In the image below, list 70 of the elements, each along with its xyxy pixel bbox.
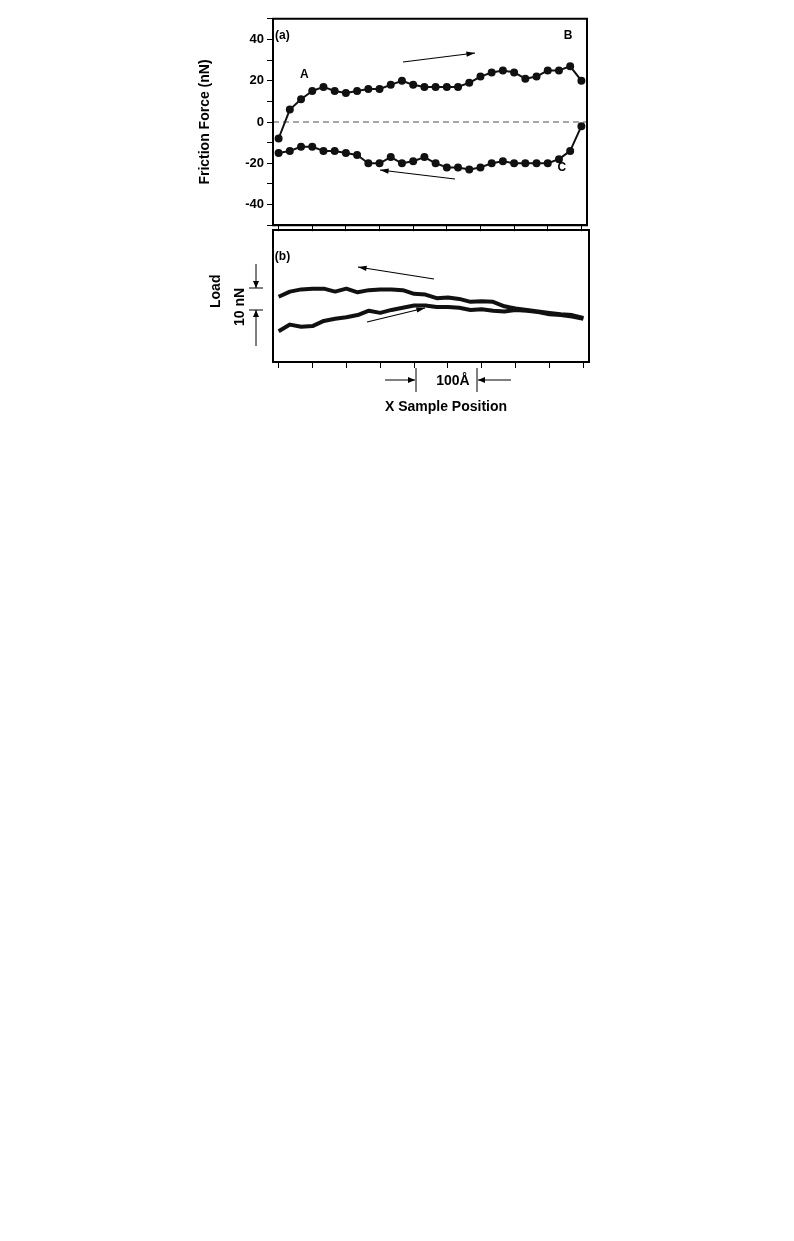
point xyxy=(476,72,485,81)
point xyxy=(375,84,384,93)
point xyxy=(543,159,552,168)
point xyxy=(308,142,317,151)
point xyxy=(476,163,485,172)
y-axis-title: Friction Force (nN) xyxy=(196,59,213,185)
x-axis-title: X Sample Position xyxy=(383,398,509,414)
point xyxy=(319,146,328,155)
point xyxy=(521,74,530,83)
point xyxy=(386,153,395,162)
point xyxy=(409,157,418,166)
point xyxy=(375,159,384,168)
point xyxy=(431,82,440,91)
text: 100Å xyxy=(435,372,471,388)
point xyxy=(330,87,339,96)
point xyxy=(510,159,519,168)
point xyxy=(554,66,563,75)
point xyxy=(465,165,474,174)
y-tick-label: 40 xyxy=(249,31,264,47)
point xyxy=(297,95,306,104)
point xyxy=(319,82,328,91)
annotation: B xyxy=(563,27,573,42)
annotation: A xyxy=(300,66,310,81)
text: 10 nN xyxy=(231,287,247,326)
point xyxy=(308,87,317,96)
point xyxy=(409,80,418,89)
point xyxy=(297,142,306,151)
y-axis-title: Load xyxy=(207,274,223,308)
point xyxy=(274,134,283,143)
point xyxy=(397,159,406,168)
point xyxy=(454,163,463,172)
point xyxy=(364,159,373,168)
point xyxy=(566,146,575,155)
point xyxy=(577,122,586,131)
point xyxy=(431,159,440,168)
y-tick-label: -40 xyxy=(245,196,264,212)
point xyxy=(521,159,530,168)
annotation: (a) xyxy=(275,27,290,42)
point xyxy=(397,76,406,85)
y-tick-label: -20 xyxy=(245,154,264,170)
point xyxy=(442,163,451,172)
point xyxy=(532,72,541,81)
point xyxy=(341,89,350,98)
point xyxy=(577,76,586,85)
point xyxy=(442,82,451,91)
point xyxy=(353,87,362,96)
point xyxy=(330,146,339,155)
point xyxy=(454,82,463,91)
y-tick-label: 20 xyxy=(249,72,264,88)
point xyxy=(420,82,429,91)
point xyxy=(532,159,541,168)
point xyxy=(386,80,395,89)
annotation: C xyxy=(557,159,567,174)
point xyxy=(341,148,350,157)
point xyxy=(566,62,575,71)
point xyxy=(364,84,373,93)
point xyxy=(498,66,507,75)
y-tick-label: 0 xyxy=(256,113,264,129)
point xyxy=(543,66,552,75)
text: (b) xyxy=(274,248,291,263)
point xyxy=(285,105,294,114)
point xyxy=(498,157,507,166)
point xyxy=(274,148,283,157)
point xyxy=(420,153,429,162)
point xyxy=(510,68,519,77)
point xyxy=(487,68,496,77)
point xyxy=(285,146,294,155)
point xyxy=(487,159,496,168)
point xyxy=(353,151,362,160)
point xyxy=(465,78,474,87)
